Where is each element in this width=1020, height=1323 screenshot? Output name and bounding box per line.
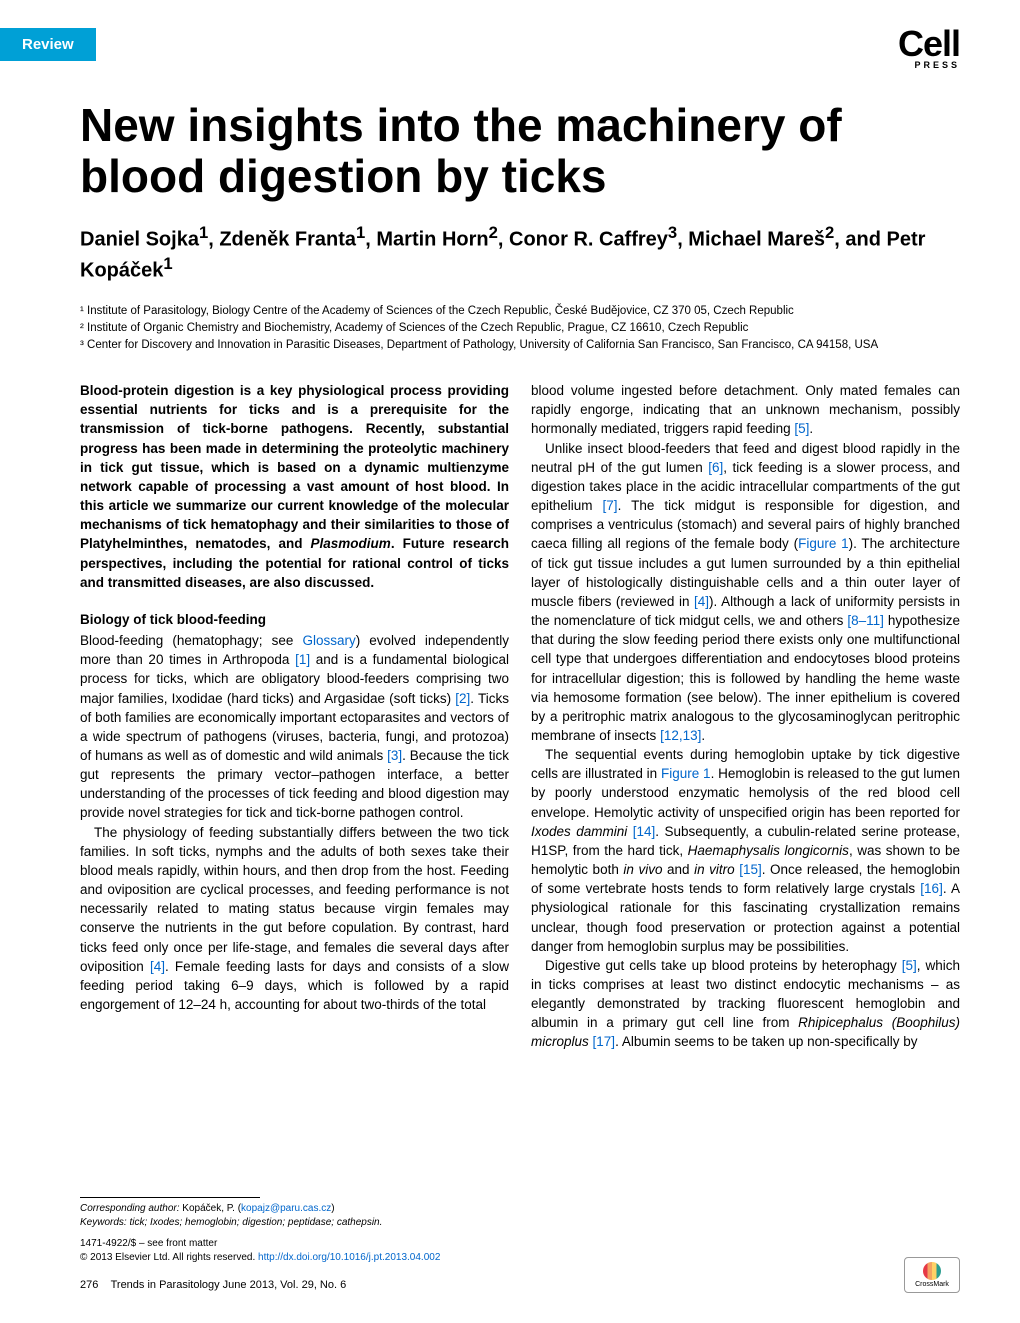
journal-info: Trends in Parasitology June 2013, Vol. 2… bbox=[111, 1279, 347, 1291]
copyright-line: © 2013 Elsevier Ltd. All rights reserved… bbox=[80, 1251, 440, 1265]
paragraph: The physiology of feeding substantially … bbox=[80, 823, 509, 1015]
header: Review Cell PRESS bbox=[0, 0, 1020, 70]
keywords-text: tick; Ixodes; hemoglobin; digestion; pep… bbox=[127, 1217, 383, 1228]
article-title: New insights into the machinery of blood… bbox=[80, 100, 960, 201]
body-columns: Blood-protein digestion is a key physiol… bbox=[80, 381, 960, 1051]
review-badge: Review bbox=[0, 28, 96, 61]
corresponding-text: Kopáček, P. (kopajz@paru.cas.cz) bbox=[180, 1203, 335, 1214]
left-column: Blood-protein digestion is a key physiol… bbox=[80, 381, 509, 1051]
crossmark-icon bbox=[923, 1262, 941, 1280]
page-info: 276 Trends in Parasitology June 2013, Vo… bbox=[80, 1278, 440, 1293]
paragraph: Unlike insect blood-feeders that feed an… bbox=[531, 439, 960, 746]
affiliation-2: ² Institute of Organic Chemistry and Bio… bbox=[80, 320, 960, 336]
logo-main: Cell bbox=[898, 28, 960, 60]
right-column: blood volume ingested before detachment.… bbox=[531, 381, 960, 1051]
affiliation-3: ³ Center for Discovery and Innovation in… bbox=[80, 337, 960, 353]
abstract: Blood-protein digestion is a key physiol… bbox=[80, 381, 509, 592]
affiliation-1: ¹ Institute of Parasitology, Biology Cen… bbox=[80, 303, 960, 319]
corresponding-label: Corresponding author: bbox=[80, 1203, 180, 1214]
author-list: Daniel Sojka1, Zdeněk Franta1, Martin Ho… bbox=[80, 222, 960, 285]
crossmark-label: CrossMark bbox=[915, 1281, 949, 1288]
issn: 1471-4922/$ – see front matter bbox=[80, 1237, 440, 1251]
keywords: Keywords: tick; Ixodes; hemoglobin; dige… bbox=[80, 1216, 440, 1230]
cell-press-logo: Cell PRESS bbox=[898, 28, 960, 70]
doi-link[interactable]: http://dx.doi.org/10.1016/j.pt.2013.04.0… bbox=[258, 1252, 440, 1263]
paragraph: The sequential events during hemoglobin … bbox=[531, 745, 960, 956]
paragraph: blood volume ingested before detachment.… bbox=[531, 381, 960, 438]
affiliations: ¹ Institute of Parasitology, Biology Cen… bbox=[80, 303, 960, 353]
article-content: New insights into the machinery of blood… bbox=[0, 70, 1020, 1051]
corresponding-author: Corresponding author: Kopáček, P. (kopaj… bbox=[80, 1202, 440, 1216]
crossmark-badge[interactable]: CrossMark bbox=[904, 1257, 960, 1293]
paragraph: Blood-feeding (hematophagy; see Glossary… bbox=[80, 631, 509, 823]
paragraph: Digestive gut cells take up blood protei… bbox=[531, 956, 960, 1052]
section-heading: Biology of tick blood-feeding bbox=[80, 610, 509, 629]
footer-left: Corresponding author: Kopáček, P. (kopaj… bbox=[80, 1197, 440, 1293]
footer-divider bbox=[80, 1197, 260, 1198]
keywords-label: Keywords: bbox=[80, 1217, 127, 1228]
copyright: © 2013 Elsevier Ltd. All rights reserved… bbox=[80, 1252, 258, 1263]
footer: Corresponding author: Kopáček, P. (kopaj… bbox=[80, 1197, 960, 1293]
page-number: 276 bbox=[80, 1279, 98, 1291]
